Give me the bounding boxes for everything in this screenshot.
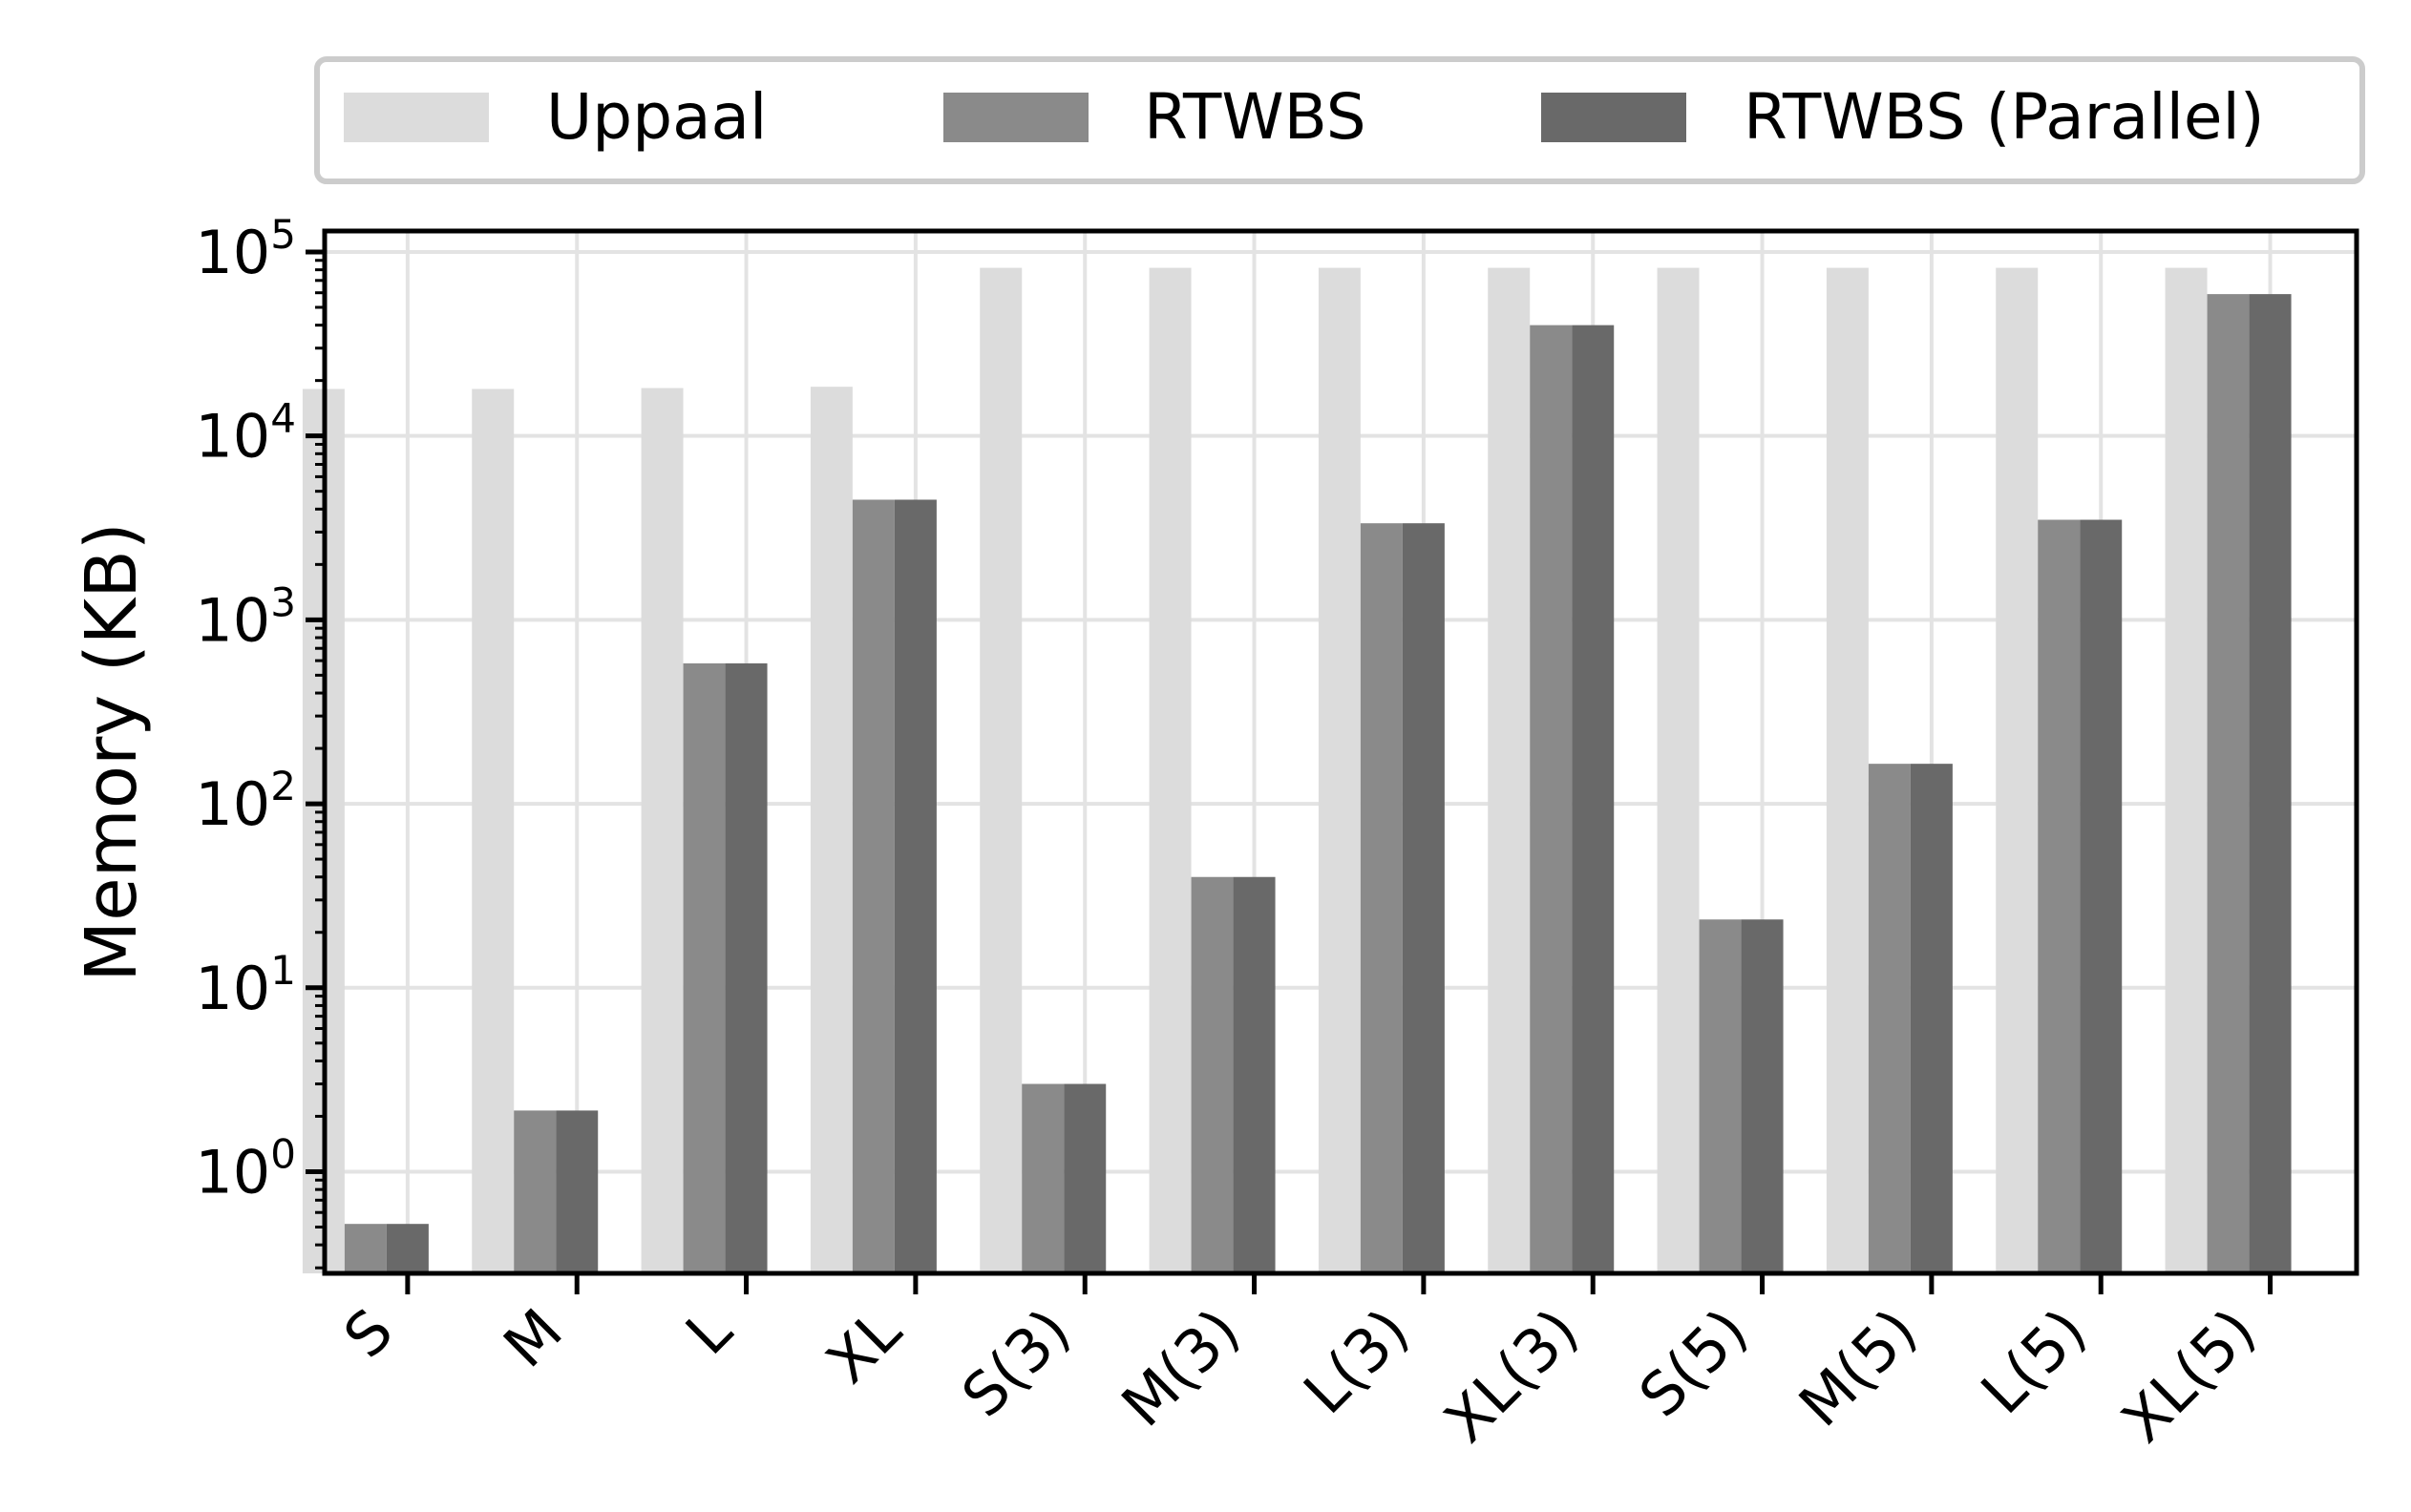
bar-uppaal-l5 [1996, 267, 2039, 1274]
bar-rtwbs-xl [852, 499, 895, 1273]
legend-swatch-rtwbs-parallel [1541, 93, 1686, 142]
bar-uppaal-xl [810, 387, 853, 1274]
legend-label-rtwbs-parallel: RTWBS (Parallel) [1744, 80, 2265, 154]
bars-layer [302, 267, 2292, 1274]
bar-rtwbs-m5 [1868, 764, 1911, 1273]
y-tick-label-5: 105 [195, 211, 296, 287]
y-tick-label-3: 103 [195, 578, 296, 655]
bar-rtwbs-m3 [1191, 876, 1234, 1273]
bar-rtwbs-parallel-xl3 [1572, 325, 1615, 1273]
y-tick-label-2: 102 [195, 763, 296, 839]
bar-rtwbs-s3 [1022, 1083, 1065, 1273]
bar-rtwbs-l3 [1360, 523, 1403, 1273]
y-tick-label-1: 101 [195, 947, 296, 1023]
bar-uppaal-xl3 [1488, 267, 1531, 1274]
bar-rtwbs-parallel-s5 [1741, 919, 1784, 1273]
bar-rtwbs-parallel-s [386, 1224, 429, 1273]
y-tick-label-0: 100 [195, 1130, 296, 1207]
bar-rtwbs-parallel-m [556, 1110, 599, 1273]
bar-rtwbs-parallel-xl5 [2249, 294, 2292, 1273]
legend-swatch-uppaal [344, 93, 489, 142]
bar-rtwbs-m [514, 1110, 557, 1273]
y-axis-label: Memory (KB) [71, 522, 153, 982]
bar-uppaal-xl5 [2165, 267, 2208, 1274]
bar-uppaal-l [641, 388, 684, 1273]
legend-label-uppaal: Uppaal [546, 80, 767, 154]
bar-rtwbs-parallel-l3 [1402, 523, 1445, 1273]
legend-swatch-rtwbs [943, 93, 1089, 142]
bar-uppaal-m3 [1149, 267, 1192, 1274]
bar-rtwbs-l5 [2038, 519, 2081, 1273]
bar-rtwbs-xl5 [2207, 294, 2250, 1273]
bar-uppaal-m5 [1826, 267, 1869, 1274]
bar-rtwbs-s5 [1699, 919, 1742, 1273]
bar-uppaal-l3 [1318, 267, 1361, 1274]
bar-rtwbs-parallel-xl [894, 499, 937, 1273]
bar-rtwbs-parallel-m5 [1910, 764, 1953, 1273]
plot-frame [322, 228, 2359, 1276]
bar-uppaal-s5 [1657, 267, 1700, 1274]
bar-rtwbs-parallel-m3 [1233, 876, 1276, 1273]
y-tick-label-4: 104 [195, 395, 296, 472]
bar-rtwbs-xl3 [1530, 325, 1573, 1273]
bar-rtwbs-l [683, 662, 726, 1273]
bar-rtwbs-parallel-s3 [1064, 1083, 1107, 1273]
bar-rtwbs-parallel-l5 [2080, 519, 2123, 1273]
legend-box [314, 56, 2365, 184]
bar-uppaal-m [472, 388, 515, 1273]
legend-label-rtwbs: RTWBS [1144, 80, 1366, 154]
bar-rtwbs-parallel-l [725, 662, 768, 1273]
bar-rtwbs-s [344, 1224, 387, 1273]
bar-uppaal-s3 [980, 267, 1023, 1274]
legend: Uppaal RTWBS RTWBS (Parallel) [314, 56, 2365, 184]
